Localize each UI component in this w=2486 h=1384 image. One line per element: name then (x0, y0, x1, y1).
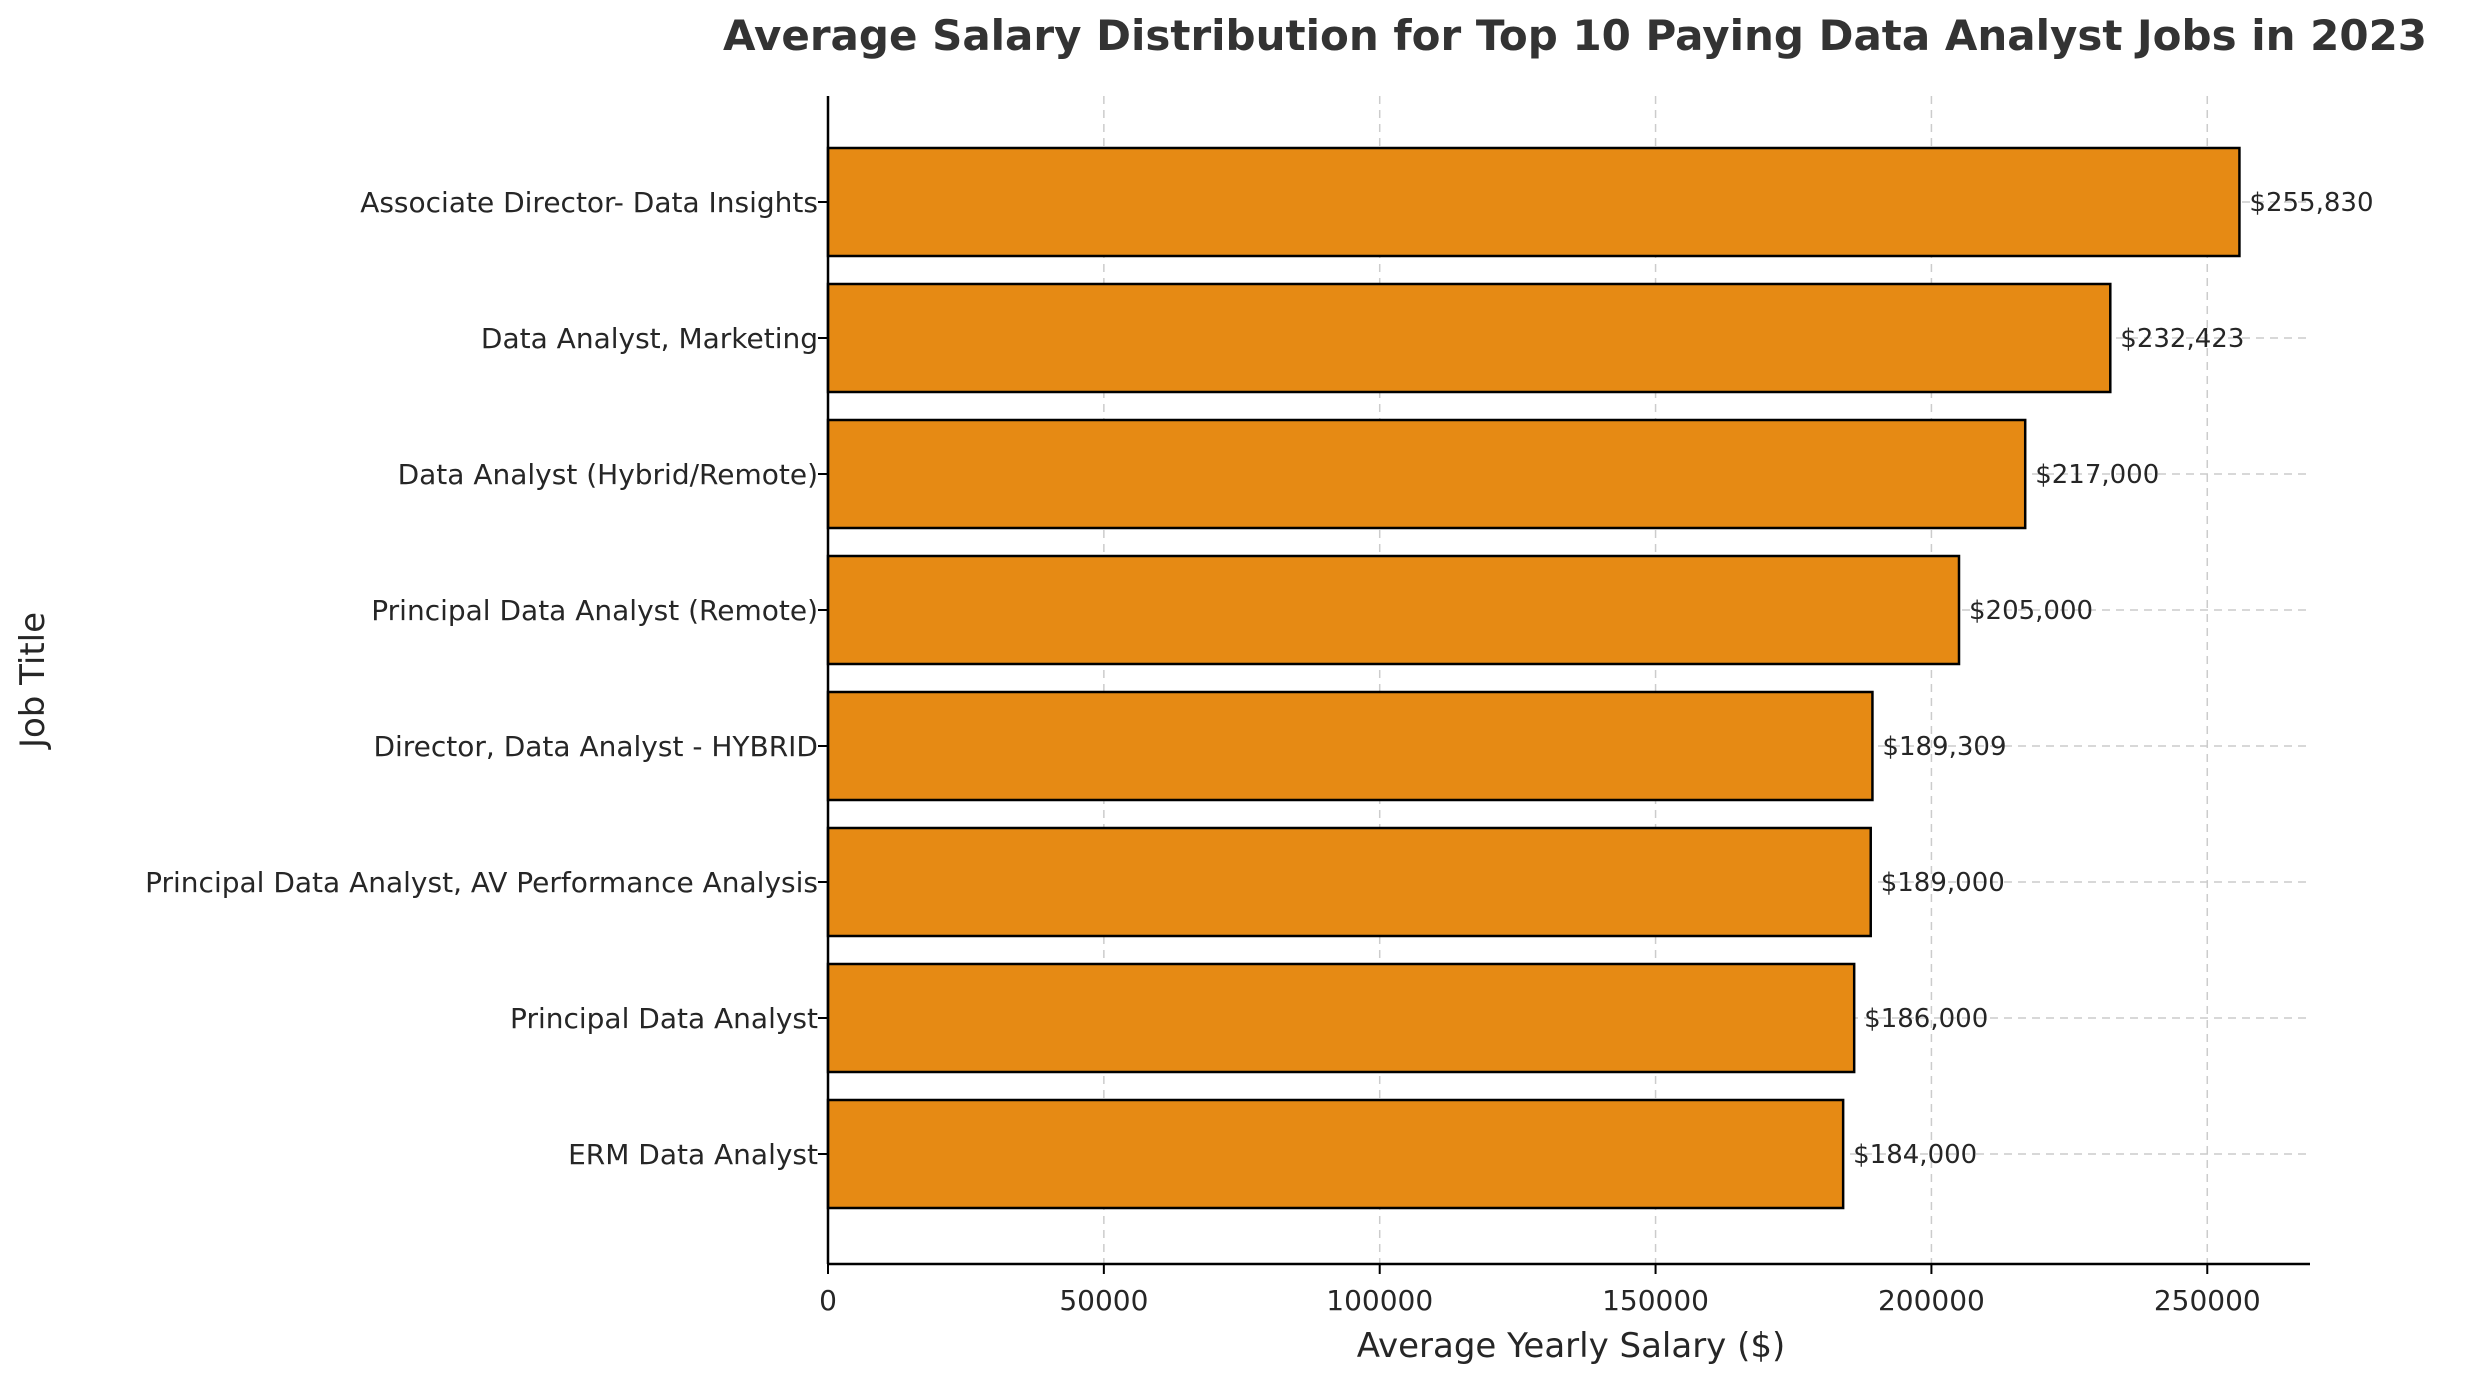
bar (826, 690, 1874, 802)
bar (826, 1098, 1845, 1210)
chart-title: Average Salary Distribution for Top 10 P… (723, 11, 2427, 60)
bar (826, 418, 2027, 530)
bars (826, 146, 2241, 1210)
data-labels: $255,830 $232,423 $217,000 $205,000 $189,309… (1853, 188, 2373, 1170)
bar (826, 146, 2241, 258)
y-tick-label: Principal Data Analyst, AV Performance A… (145, 866, 818, 899)
y-tick-label: ERM Data Analyst (568, 1138, 818, 1171)
x-tick-label: 50000 (1059, 1284, 1148, 1317)
y-tick-label: Principal Data Analyst (Remote) (371, 594, 818, 627)
data-label: $189,309 (1882, 732, 2006, 762)
y-tick-label: Director, Data Analyst - HYBRID (373, 730, 818, 763)
y-tick-label: Associate Director- Data Insights (360, 186, 818, 219)
x-tick-label: 250000 (2154, 1284, 2261, 1317)
ticks: 0 50000 100000 150000 200000 250000 Associate … (145, 186, 2261, 1317)
x-axis-label: Average Yearly Salary ($) (1357, 1326, 1786, 1366)
data-label: $186,000 (1864, 1004, 1988, 1034)
bar (826, 826, 1872, 938)
data-label: $189,000 (1881, 868, 2005, 898)
y-tick-label: Principal Data Analyst (510, 1002, 818, 1035)
x-tick-label: 200000 (1878, 1284, 1985, 1317)
y-axis-label: Job Title (13, 612, 53, 750)
x-tick-label: 0 (819, 1284, 837, 1317)
bar (826, 554, 1961, 666)
x-tick-label: 100000 (1326, 1284, 1433, 1317)
y-tick-label: Data Analyst, Marketing (481, 322, 818, 355)
bar (826, 962, 1856, 1074)
data-label: $205,000 (1969, 596, 2093, 626)
axes (826, 96, 2310, 1266)
x-tick-label: 150000 (1602, 1284, 1709, 1317)
data-label: $255,830 (2249, 188, 2373, 218)
grid-lines (828, 96, 2310, 1264)
data-label: $184,000 (1853, 1140, 1977, 1170)
data-label: $217,000 (2035, 460, 2159, 490)
y-tick-label: Data Analyst (Hybrid/Remote) (398, 458, 818, 491)
data-label: $232,423 (2120, 324, 2244, 354)
bar (826, 282, 2112, 394)
